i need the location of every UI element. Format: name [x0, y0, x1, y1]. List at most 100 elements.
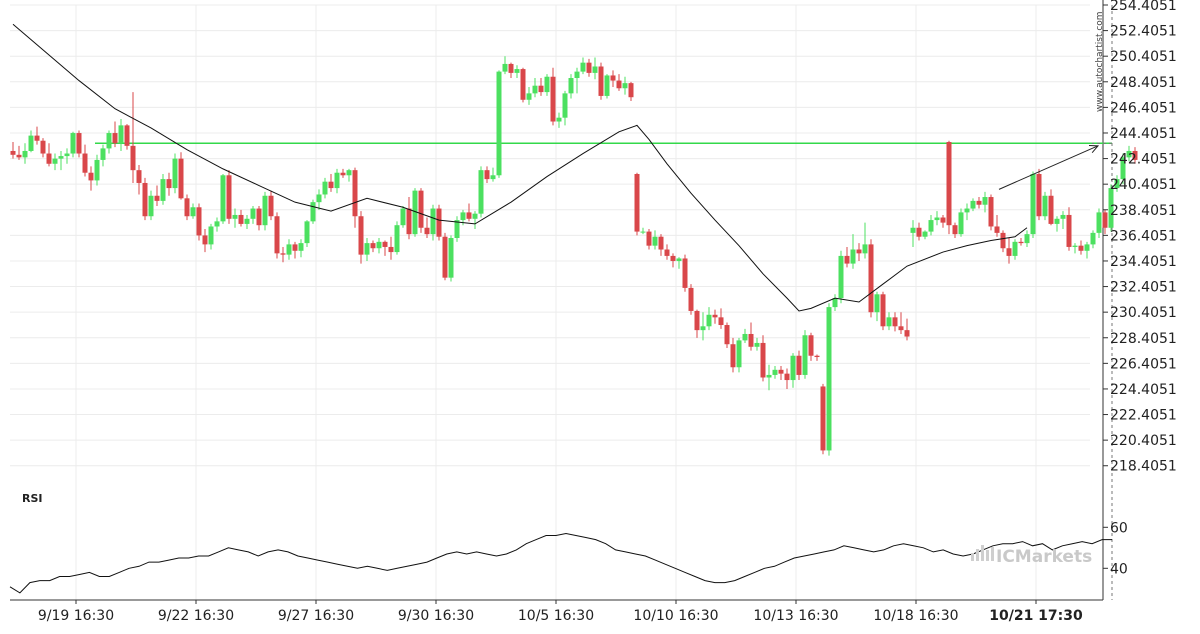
- rsi-tick-label: 60: [1110, 520, 1128, 536]
- candle-body: [454, 220, 460, 238]
- candle-body: [10, 150, 16, 155]
- candle-body: [1072, 245, 1078, 247]
- candle: [898, 312, 904, 334]
- candle-body: [220, 175, 226, 222]
- candle-body: [688, 287, 694, 311]
- candle-body: [718, 317, 724, 326]
- candle: [682, 254, 688, 292]
- candle: [316, 189, 322, 210]
- candle-body: [184, 198, 190, 217]
- candle: [268, 190, 274, 221]
- candle: [856, 243, 862, 262]
- candle: [82, 144, 88, 177]
- candle-body: [934, 217, 940, 221]
- candle-body: [166, 179, 172, 189]
- candle-body: [1000, 232, 1006, 249]
- candle: [748, 322, 754, 351]
- candle-body: [982, 197, 988, 205]
- candle: [154, 185, 160, 206]
- candle-body: [706, 314, 712, 327]
- moving-average-line: [12, 23, 1028, 312]
- candle-body: [820, 386, 826, 451]
- candle: [700, 312, 706, 341]
- candle-body: [772, 369, 778, 375]
- candle-body: [604, 75, 610, 96]
- candle: [370, 240, 376, 253]
- candle: [964, 203, 970, 221]
- candle: [850, 234, 856, 269]
- candle: [916, 222, 922, 241]
- time-axis: 9/19 16:30 9/22 16:30 9/27 16:30 9/30 16:30…: [38, 600, 1083, 624]
- time-tick-label: 9/27 16:30: [278, 608, 354, 624]
- candle-body: [1012, 241, 1018, 256]
- candle-body: [232, 214, 238, 219]
- candle: [712, 309, 718, 324]
- candle: [274, 212, 280, 259]
- candle: [994, 214, 1000, 237]
- candle: [1000, 230, 1006, 253]
- candle: [610, 70, 616, 87]
- candle: [844, 246, 850, 268]
- candle: [538, 78, 544, 96]
- candle: [664, 244, 670, 260]
- candle: [574, 67, 580, 94]
- candle: [322, 177, 328, 199]
- price-tick-label: 240.4051: [1110, 177, 1177, 193]
- candle: [1072, 243, 1078, 254]
- candle-body: [352, 170, 358, 217]
- candle-body: [478, 170, 484, 214]
- candle: [208, 223, 214, 250]
- candle: [106, 130, 112, 154]
- candle-body: [610, 75, 616, 81]
- price-tick-label: 224.4051: [1110, 382, 1177, 398]
- candle: [604, 74, 610, 99]
- ma-line: [12, 23, 1028, 312]
- candle: [100, 144, 106, 167]
- candle-body: [826, 307, 832, 451]
- candle-body: [88, 172, 94, 181]
- candle: [976, 197, 982, 209]
- candle-body: [922, 231, 928, 237]
- price-tick-label: 232.4051: [1110, 280, 1177, 296]
- candle-body: [466, 212, 472, 219]
- candle-body: [676, 258, 682, 262]
- candle-body: [538, 85, 544, 93]
- candle: [136, 165, 142, 195]
- candle: [892, 312, 898, 332]
- candle-body: [304, 221, 310, 244]
- candle-body: [412, 190, 418, 235]
- candle-body: [598, 66, 604, 96]
- candle-body: [862, 244, 868, 254]
- candle: [754, 337, 760, 351]
- candle-body: [382, 241, 388, 247]
- candle: [1006, 237, 1012, 264]
- candle-body: [214, 221, 220, 227]
- candle-body: [310, 202, 316, 222]
- candle-body: [430, 208, 436, 235]
- candle-body: [526, 93, 532, 100]
- candle-body: [508, 63, 514, 73]
- candle: [1096, 208, 1102, 238]
- candle: [400, 205, 406, 228]
- candle-body: [148, 195, 154, 217]
- candle: [124, 124, 130, 150]
- brand-name: ICMarkets: [996, 547, 1092, 567]
- candle-body: [262, 195, 268, 226]
- candle-body: [58, 156, 64, 159]
- rsi-panel: RSI 60 40: [9, 492, 1128, 594]
- candle-body: [208, 226, 214, 245]
- grid-lines: [10, 0, 1113, 601]
- candle: [214, 217, 220, 232]
- candle-body: [100, 148, 106, 160]
- candle: [226, 170, 232, 224]
- candle: [622, 76, 628, 95]
- candle-body: [682, 258, 688, 288]
- candle-body: [388, 246, 394, 253]
- candle-body: [1114, 179, 1120, 189]
- candle-body: [28, 135, 34, 151]
- candle: [196, 203, 202, 241]
- candle: [532, 78, 538, 98]
- candle-body: [730, 344, 736, 368]
- candle-body: [442, 236, 448, 278]
- candle-body: [274, 216, 280, 254]
